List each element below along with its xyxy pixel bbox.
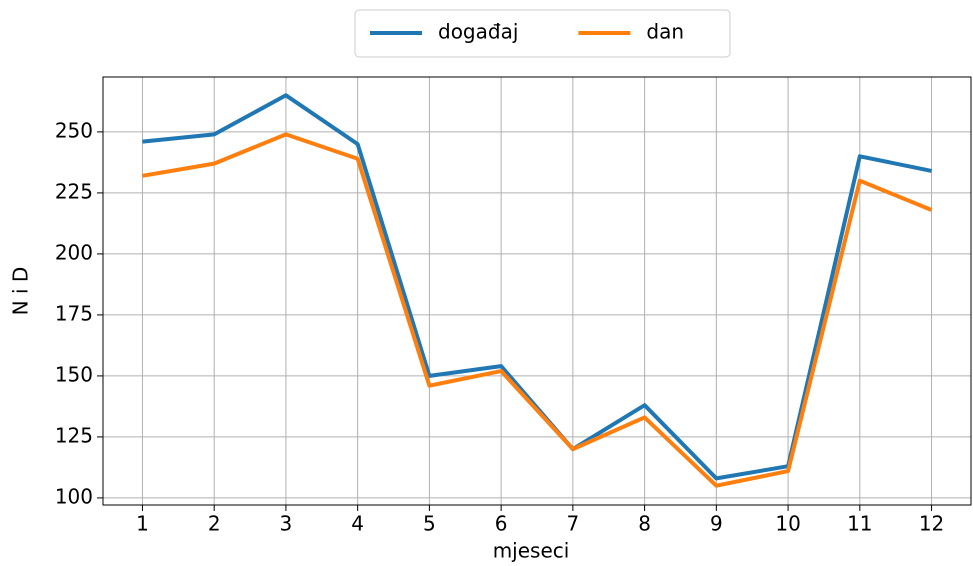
- x-tick-label: 9: [710, 512, 723, 536]
- x-tick-label: 7: [567, 512, 580, 536]
- y-tick-label: 100: [55, 484, 93, 508]
- legend-label: dan: [646, 20, 684, 44]
- x-tick-label: 3: [280, 512, 293, 536]
- legend-box: [354, 9, 731, 58]
- series-line: [142, 93, 932, 481]
- x-tick-label: 4: [351, 512, 364, 536]
- x-tick-label: 5: [423, 512, 436, 536]
- x-tick-label: 2: [208, 512, 221, 536]
- x-tick-label: 10: [775, 512, 800, 536]
- y-tick-label: 250: [55, 118, 93, 142]
- legend: događaj dan: [354, 9, 731, 58]
- x-tick-label: 8: [638, 512, 651, 536]
- y-tick-label: 150: [55, 362, 93, 386]
- x-tick-label: 6: [495, 512, 508, 536]
- legend-label: događaj: [438, 20, 518, 44]
- y-tick-label: 200: [55, 240, 93, 264]
- x-axis-label: mjeseci: [493, 539, 570, 563]
- y-tick-label: 225: [55, 179, 93, 203]
- plot-frame: [102, 76, 972, 506]
- y-tick-label: 175: [55, 301, 93, 325]
- y-tick-label: 125: [55, 423, 93, 447]
- x-tick-label: 11: [847, 512, 872, 536]
- x-tick-label: 12: [919, 512, 944, 536]
- series-line: [142, 132, 933, 488]
- y-axis-label: N i D: [9, 267, 33, 316]
- x-tick-label: 1: [136, 512, 149, 536]
